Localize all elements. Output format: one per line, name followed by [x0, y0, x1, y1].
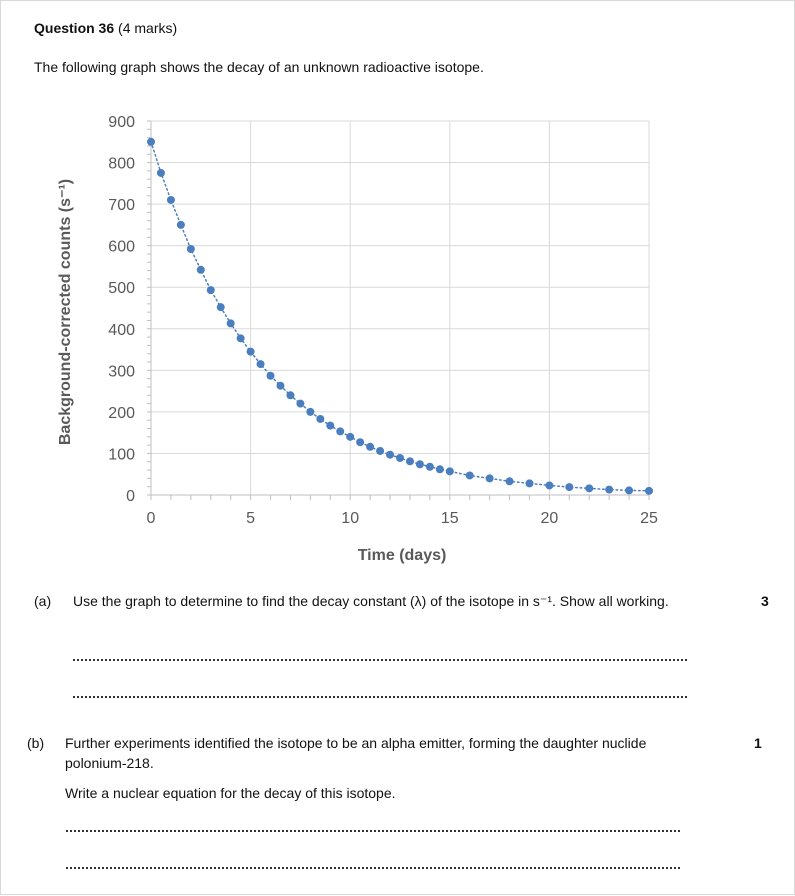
- trendline: [150, 141, 650, 492]
- data-point: [445, 467, 454, 476]
- y-tick-label: 700: [108, 197, 135, 214]
- data-point: [435, 465, 444, 474]
- answer-line-b2[interactable]: [66, 867, 680, 869]
- part-a-letter: (a): [34, 593, 52, 609]
- data-point: [356, 438, 365, 447]
- data-point: [156, 168, 165, 177]
- data-point: [196, 265, 205, 274]
- data-point: [276, 381, 285, 390]
- y-axis-title: Background-corrected counts (s⁻¹): [57, 179, 74, 445]
- data-point: [396, 454, 404, 463]
- data-point: [425, 462, 434, 471]
- data-point: [405, 457, 414, 466]
- data-point: [256, 360, 265, 369]
- data-point: [226, 319, 235, 328]
- y-tick-label: 800: [108, 156, 135, 173]
- data-point: [505, 477, 514, 486]
- data-point: [565, 483, 574, 492]
- data-point: [266, 371, 275, 380]
- x-tick-label: 0: [147, 510, 156, 527]
- x-tick-label: 20: [541, 510, 559, 527]
- data-point: [176, 220, 185, 229]
- data-point: [286, 391, 295, 400]
- data-point: [525, 479, 534, 488]
- data-point: [386, 450, 395, 459]
- y-tick-label: 300: [108, 363, 135, 380]
- data-point: [545, 481, 554, 490]
- y-tick-label: 0: [126, 488, 135, 505]
- part-b-text: Further experiments identified the isoto…: [65, 735, 647, 771]
- x-axis-title: Time (days): [358, 547, 447, 564]
- part-a-text: Use the graph to determine to find the d…: [73, 593, 669, 609]
- data-point: [186, 244, 195, 253]
- question-title: Question 36 (4 marks): [34, 20, 177, 36]
- data-point: [206, 286, 215, 295]
- data-point: [316, 414, 325, 423]
- y-tick-label: 200: [108, 405, 135, 422]
- data-point: [605, 485, 614, 494]
- data-point: [625, 486, 634, 495]
- y-tick-label: 600: [108, 239, 135, 256]
- data-point: [415, 460, 424, 469]
- data-point: [166, 195, 175, 204]
- answer-line-a1[interactable]: [73, 659, 687, 661]
- data-point: [346, 432, 355, 441]
- data-point: [585, 484, 594, 493]
- data-point: [645, 486, 653, 495]
- y-tick-label: 500: [108, 280, 135, 297]
- x-tick-label: 25: [640, 510, 658, 527]
- data-point: [306, 407, 315, 416]
- question-label: Question 36: [34, 20, 115, 36]
- question-intro: The following graph shows the decay of a…: [34, 59, 484, 75]
- x-tick-label: 15: [441, 510, 459, 527]
- part-b-letter: (b): [27, 735, 45, 751]
- y-tick-label: 100: [108, 446, 135, 463]
- data-point: [236, 334, 245, 343]
- data-point: [147, 137, 155, 146]
- answer-line-a2[interactable]: [73, 696, 687, 698]
- y-tick-label: 400: [108, 322, 135, 339]
- data-point: [216, 303, 225, 312]
- part-b-marks: 1: [754, 735, 762, 751]
- y-tick-label: 900: [108, 114, 135, 131]
- decay-chart: 0 100 200 300 400 500 600 700 800 900 0 5 10 15 20 25 Ti…: [57, 114, 658, 564]
- part-b-instruction: Write a nuclear equation for the decay o…: [65, 785, 396, 801]
- data-point: [465, 471, 474, 480]
- data-point: [366, 442, 375, 451]
- data-point: [485, 474, 494, 483]
- data-point: [296, 399, 305, 408]
- data-point: [326, 421, 335, 430]
- answer-line-b1[interactable]: [66, 830, 680, 832]
- data-point: [376, 446, 385, 455]
- question-marks: (4 marks): [118, 20, 178, 36]
- part-a-marks: 3: [761, 593, 769, 609]
- data-point: [336, 427, 345, 436]
- x-tick-label: 5: [246, 510, 255, 527]
- x-tick-label: 10: [341, 510, 359, 527]
- data-point: [246, 347, 255, 356]
